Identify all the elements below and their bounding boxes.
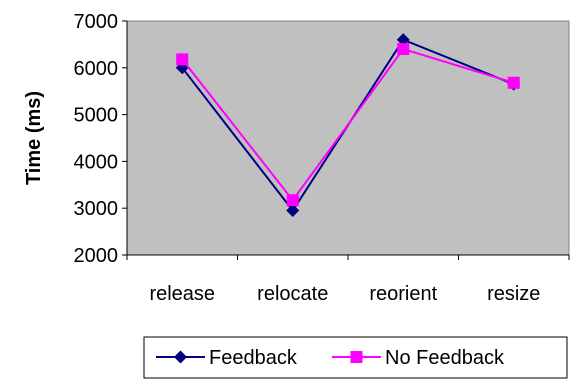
data-point-feedback xyxy=(396,33,410,47)
y-axis-label: Time (ms) xyxy=(23,91,45,185)
plot-area xyxy=(126,20,570,256)
data-point-no-feedback xyxy=(286,194,299,207)
legend-item-no-feedback: No Feedback xyxy=(332,347,505,369)
legend-label-feedback: Feedback xyxy=(209,347,298,369)
legend: Feedback No Feedback xyxy=(143,336,568,379)
y-tick-label: 6000 xyxy=(74,58,119,80)
legend-marker-feedback xyxy=(174,350,187,364)
data-point-no-feedback xyxy=(507,76,520,89)
y-tick-label: 3000 xyxy=(74,198,119,220)
data-point-no-feedback xyxy=(176,53,189,66)
x-tick-label: resize xyxy=(487,283,540,305)
legend-marker-no-feedback xyxy=(350,351,363,363)
legend-label-no-feedback: No Feedback xyxy=(385,347,505,369)
y-axis-ticks: 2000 3000 4000 5000 6000 7000 xyxy=(74,11,127,267)
x-tick-label: release xyxy=(149,283,215,305)
series-layer xyxy=(175,33,521,218)
data-point-no-feedback xyxy=(397,43,410,56)
y-tick-label: 7000 xyxy=(74,11,119,33)
x-axis-ticks: release relocate reorient resize xyxy=(126,255,570,305)
legend-item-feedback: Feedback xyxy=(156,347,298,369)
y-tick-label: 5000 xyxy=(74,105,119,127)
series-line-no-feedback xyxy=(181,47,515,202)
y-tick-label: 4000 xyxy=(74,151,119,173)
x-tick-label: relocate xyxy=(257,283,328,305)
y-tick-label: 2000 xyxy=(74,245,119,267)
data-point-feedback xyxy=(286,204,300,218)
x-tick-label: reorient xyxy=(369,283,437,305)
